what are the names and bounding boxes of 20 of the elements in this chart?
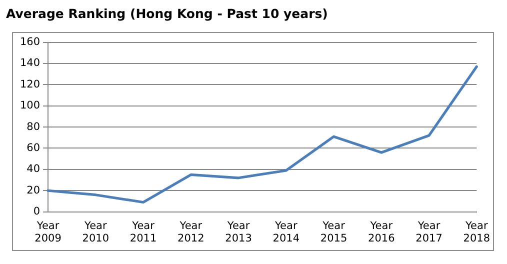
x-tick-label: Year 2011	[130, 220, 157, 244]
y-tick-label: 40	[26, 163, 40, 176]
x-tick-label: Year 2014	[272, 220, 300, 244]
x-tick-label: Year 2017	[416, 220, 442, 244]
x-tick-label: Year 2010	[82, 220, 110, 244]
x-tick-label: Year 2016	[368, 220, 396, 244]
y-tick-label: 0	[33, 206, 40, 218]
y-tick-label: 120	[20, 78, 40, 90]
y-tick-label: 140	[20, 57, 40, 70]
x-tick-label: Year 2009	[34, 220, 62, 244]
x-tick-label: Year 2013	[225, 220, 252, 244]
y-tick-label: 60	[26, 142, 40, 154]
x-tick-label: Year 2018	[463, 220, 490, 244]
y-tick-label: 80	[26, 120, 40, 133]
chart-title: Average Ranking (Hong Kong - Past 10 years)	[6, 6, 328, 21]
y-tick-label: 100	[20, 100, 40, 112]
y-tick-label: 160	[20, 36, 40, 48]
x-tick-label: Year 2012	[178, 220, 204, 244]
x-tick-label: Year 2015	[320, 220, 348, 244]
y-tick-label: 20	[26, 184, 40, 196]
